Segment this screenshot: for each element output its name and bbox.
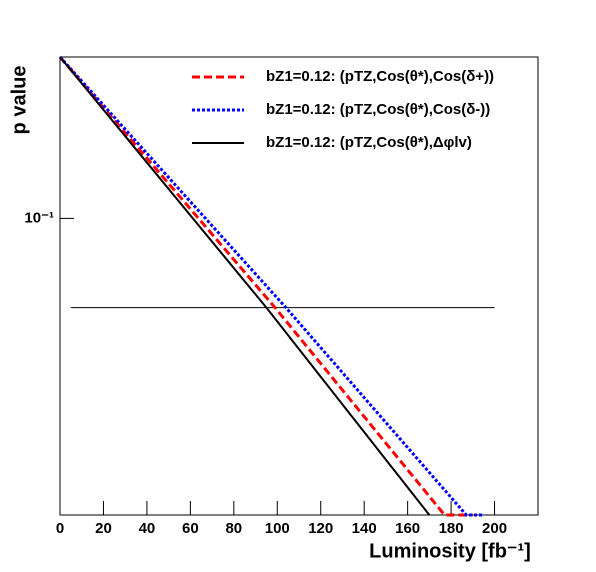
series-line [58, 55, 484, 517]
x-tick-label: 140 [352, 520, 377, 537]
x-tick-label: 40 [139, 520, 156, 537]
series-line [58, 56, 473, 517]
legend-label: bZ1=0.12: (pTZ,Cos(θ*),Cos(δ+)) [266, 68, 494, 85]
x-tick-label: 100 [265, 520, 290, 537]
x-tick-label: 180 [439, 520, 464, 537]
x-axis-label: Luminosity [fb⁻¹] [369, 540, 531, 562]
legend-label: bZ1=0.12: (pTZ,Cos(θ*),Cos(δ-)) [266, 101, 490, 118]
x-tick-label: 0 [56, 520, 64, 537]
y-tick-label: 10⁻¹ [24, 209, 54, 226]
x-tick-label: 80 [225, 520, 242, 537]
x-tick-label: 60 [182, 520, 199, 537]
y-axis-label: p value [8, 66, 30, 135]
x-tick-label: 20 [95, 520, 112, 537]
legend-label: bZ1=0.12: (pTZ,Cos(θ*),Δφlv) [266, 134, 472, 151]
plot-frame [59, 56, 539, 516]
series-line [59, 56, 431, 516]
x-tick-label: 160 [395, 520, 420, 537]
x-tick-label: 120 [308, 520, 333, 537]
x-tick-label: 200 [482, 520, 507, 537]
